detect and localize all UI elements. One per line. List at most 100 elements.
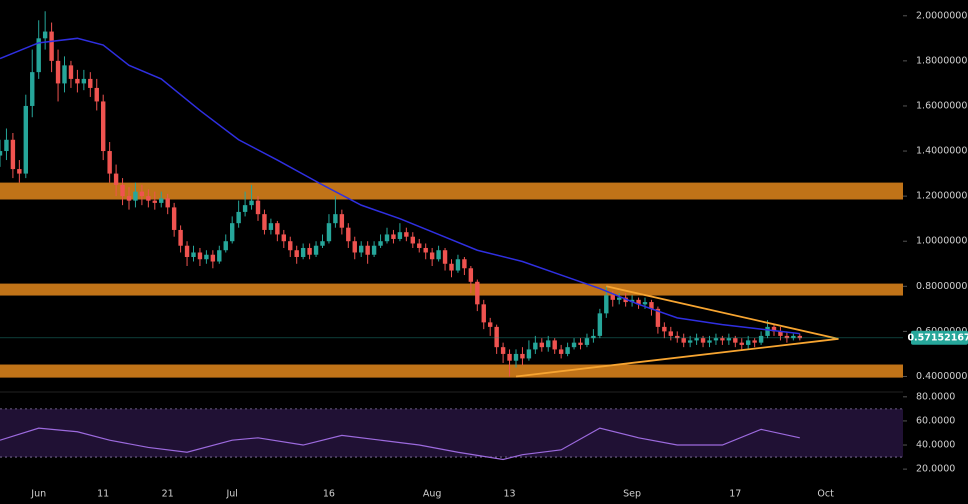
x-tick-label: Oct — [817, 489, 834, 500]
candle-body — [488, 322, 493, 327]
candle-body — [288, 241, 293, 251]
candle-body — [81, 78, 87, 84]
candle-body — [526, 349, 532, 359]
x-tick-label: Sep — [623, 489, 641, 500]
candle-body — [468, 268, 474, 282]
candle-body — [429, 252, 435, 260]
candle-body — [101, 101, 106, 152]
candle-body — [746, 340, 751, 345]
candle-body — [584, 338, 590, 345]
candle-body — [655, 308, 661, 327]
candle-body — [42, 31, 48, 39]
candle-body — [133, 191, 138, 201]
x-tick-label: 11 — [97, 489, 109, 500]
candle-body — [55, 60, 61, 84]
candle-body — [146, 196, 151, 201]
candle-body — [339, 214, 345, 228]
candle-body — [797, 335, 802, 339]
candle-body — [120, 184, 125, 197]
candle-body — [210, 254, 216, 262]
candle-body — [739, 342, 744, 345]
candle-body — [0, 151, 3, 156]
candle-body — [378, 241, 383, 246]
candle-body — [371, 245, 377, 255]
candle-body — [352, 241, 357, 253]
candle-body — [720, 338, 725, 341]
candle-body — [449, 263, 454, 271]
candle-body — [4, 139, 9, 152]
x-tick-label: Jul — [225, 489, 237, 500]
y-tick-label: 1.80000000 — [916, 55, 968, 66]
candle-body — [578, 342, 583, 345]
zone — [0, 182, 903, 200]
x-tick-label: 21 — [162, 489, 174, 500]
candle-body — [281, 234, 286, 242]
y-tick-label: 40.0000 — [916, 440, 955, 451]
candle-body — [249, 200, 254, 206]
y-tick-label: 1.40000000 — [916, 146, 968, 157]
x-tick-label: 16 — [323, 489, 335, 500]
last-price-label: 0.57152167 — [907, 332, 968, 343]
candle-body — [107, 151, 112, 174]
candle-body — [217, 250, 222, 262]
candle-body — [36, 38, 41, 73]
candle-body — [10, 139, 16, 170]
candle-body — [223, 241, 228, 251]
candle-body — [262, 214, 267, 230]
candle-body — [333, 214, 338, 224]
candle-body — [610, 295, 615, 300]
candle-body — [707, 340, 712, 343]
candle-body — [565, 347, 570, 354]
candle-body — [139, 191, 145, 197]
y-tick-label: 0.40000000 — [916, 371, 968, 382]
candle-body — [68, 65, 74, 79]
candle-body — [494, 326, 499, 348]
y-tick-label: 80.0000 — [916, 391, 955, 402]
zone — [0, 283, 903, 296]
candle-body — [320, 241, 325, 246]
candle-body — [75, 78, 80, 84]
candle-body — [539, 342, 544, 348]
candle-body — [184, 245, 190, 257]
candle-body — [197, 252, 203, 260]
candle-body — [17, 169, 22, 174]
y-tick-label: 0.80000000 — [916, 281, 968, 292]
candle-body — [713, 338, 719, 341]
x-tick-label: Jun — [30, 489, 46, 500]
candle-body — [571, 342, 577, 348]
candle-body — [165, 198, 170, 208]
candle-body — [726, 338, 732, 341]
candle-body — [62, 65, 67, 84]
moving-average — [0, 37, 800, 335]
candle-body — [533, 342, 538, 350]
candle-body — [462, 259, 467, 269]
x-tick-label: Aug — [423, 489, 442, 500]
candle-body — [359, 245, 364, 253]
candle-body — [313, 245, 319, 255]
candle-body — [230, 223, 235, 242]
candle-body — [94, 87, 99, 102]
trendline — [515, 337, 839, 378]
candle-body — [500, 347, 506, 354]
candle-body — [178, 229, 183, 246]
candle-body — [681, 338, 686, 343]
candle-body — [778, 331, 783, 336]
candle-body — [604, 295, 609, 314]
candle-body — [546, 340, 551, 348]
y-tick-label: 1.60000000 — [916, 100, 968, 111]
zone — [0, 364, 903, 378]
candle-body — [668, 331, 673, 336]
candle-body — [365, 245, 370, 255]
candle-body — [307, 247, 312, 255]
candle-body — [126, 196, 132, 201]
candle-body — [326, 223, 332, 242]
candle-body — [687, 340, 693, 343]
y-tick-label: 2.00000000 — [916, 10, 968, 21]
candle-body — [404, 232, 409, 237]
candle-body — [113, 173, 119, 185]
candle-body — [346, 227, 351, 242]
candle-body — [662, 326, 667, 332]
candle-body — [391, 234, 396, 239]
